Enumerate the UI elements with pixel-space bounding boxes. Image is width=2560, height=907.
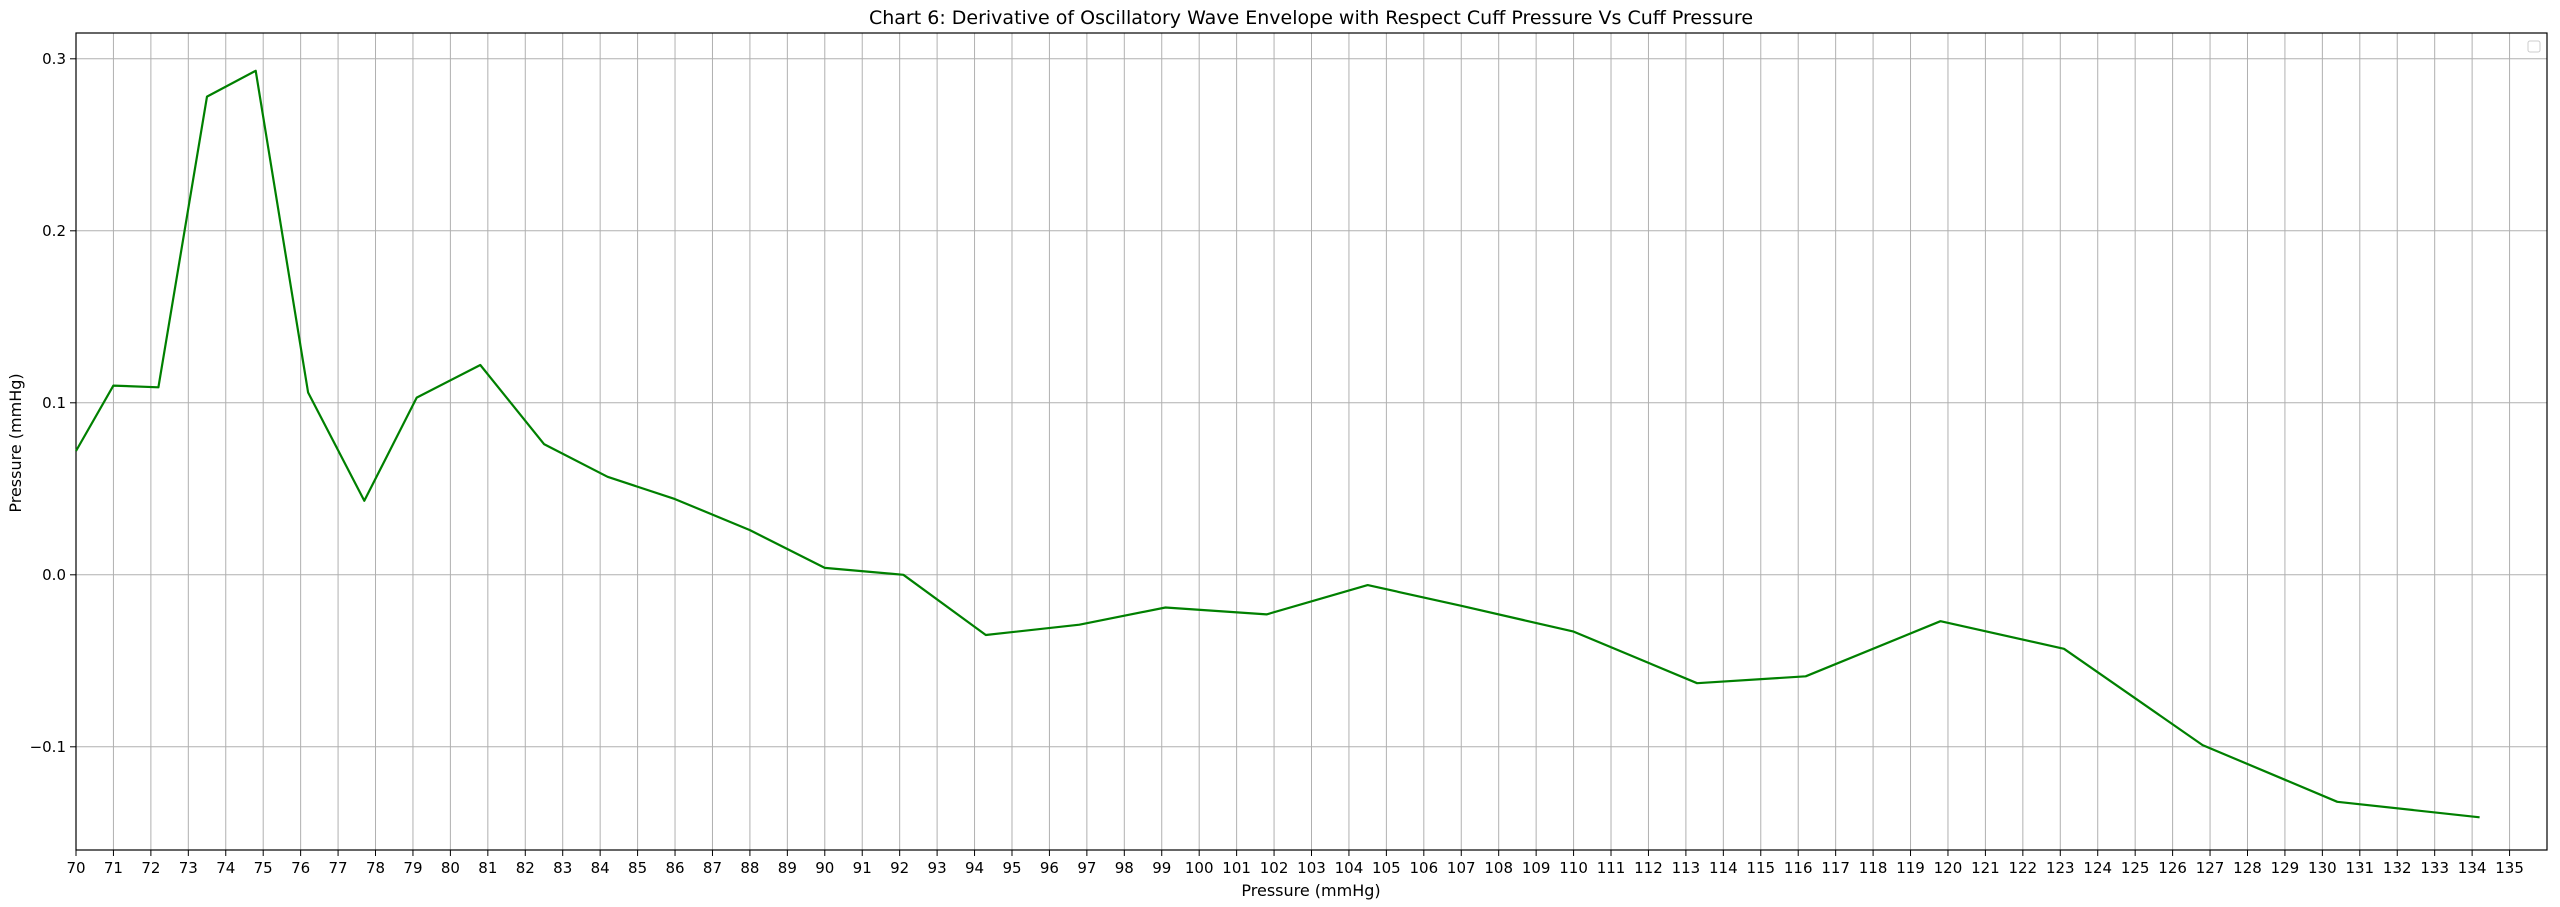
- x-tick-label: 111: [1597, 859, 1626, 877]
- axis-ticks: 70 71 72 73 74 75 76 77 78 79 80 81 82 83 84 85 86 87 88 89…: [30, 50, 2524, 877]
- x-tick-label: 124: [2083, 859, 2112, 877]
- chart-title: Chart 6: Derivative of Oscillatory Wave …: [869, 7, 1753, 29]
- x-tick-label: 92: [890, 859, 909, 877]
- x-tick-label: 97: [1077, 859, 1096, 877]
- x-tick-label: 114: [1709, 859, 1738, 877]
- x-tick-label: 130: [2308, 859, 2337, 877]
- x-tick-label: 116: [1784, 859, 1813, 877]
- x-tick-label: 81: [478, 859, 497, 877]
- x-tick-label: 72: [141, 859, 160, 877]
- x-tick-label: 91: [853, 859, 872, 877]
- x-tick-label: 127: [2196, 859, 2225, 877]
- x-tick-label: 90: [815, 859, 834, 877]
- x-tick-label: 120: [1934, 859, 1963, 877]
- y-tick-label: 0.3: [42, 50, 66, 68]
- x-tick-label: 78: [366, 859, 385, 877]
- x-tick-label: 109: [1522, 859, 1551, 877]
- x-tick-label: 93: [928, 859, 947, 877]
- x-tick-label: 79: [403, 859, 422, 877]
- x-tick-label: 112: [1634, 859, 1663, 877]
- x-tick-label: 104: [1335, 859, 1364, 877]
- grid-lines: [75, 33, 2547, 850]
- x-tick-label: 95: [1002, 859, 1021, 877]
- x-tick-label: 113: [1672, 859, 1701, 877]
- legend-box: [2527, 40, 2541, 53]
- x-tick-label: 134: [2458, 859, 2487, 877]
- x-tick-label: 85: [628, 859, 647, 877]
- x-tick-label: 89: [778, 859, 797, 877]
- x-tick-label: 86: [665, 859, 684, 877]
- x-tick-label: 129: [2271, 859, 2300, 877]
- x-tick-label: 115: [1746, 859, 1775, 877]
- x-tick-label: 122: [2009, 859, 2038, 877]
- x-tick-label: 132: [2383, 859, 2412, 877]
- y-tick-label: 0.0: [42, 566, 66, 584]
- x-tick-label: 88: [740, 859, 759, 877]
- x-tick-label: 118: [1859, 859, 1888, 877]
- x-tick-label: 117: [1821, 859, 1850, 877]
- x-tick-label: 70: [66, 859, 85, 877]
- x-tick-label: 110: [1559, 859, 1588, 877]
- y-tick-label: −0.1: [30, 738, 66, 756]
- x-tick-label: 94: [965, 859, 984, 877]
- series-layer: [75, 69, 2480, 819]
- x-tick-label: 126: [2158, 859, 2187, 877]
- x-tick-label: 71: [104, 859, 123, 877]
- x-tick-label: 76: [291, 859, 310, 877]
- x-tick-label: 82: [516, 859, 535, 877]
- y-tick-label: 0.1: [42, 394, 66, 412]
- x-tick-label: 135: [2495, 859, 2524, 877]
- x-tick-label: 73: [179, 859, 198, 877]
- x-tick-label: 108: [1484, 859, 1513, 877]
- x-tick-label: 75: [254, 859, 273, 877]
- y-tick-label: 0.2: [42, 222, 66, 240]
- x-tick-label: 107: [1447, 859, 1476, 877]
- x-tick-label: 123: [2046, 859, 2075, 877]
- x-tick-label: 131: [2345, 859, 2374, 877]
- x-tick-label: 105: [1372, 859, 1401, 877]
- x-tick-label: 125: [2121, 859, 2150, 877]
- x-tick-label: 102: [1260, 859, 1289, 877]
- x-tick-label: 87: [703, 859, 722, 877]
- x-axis-label: Pressure (mmHg): [1241, 881, 1380, 900]
- x-tick-label: 133: [2420, 859, 2449, 877]
- x-tick-label: 83: [553, 859, 572, 877]
- x-tick-label: 74: [216, 859, 235, 877]
- series-line: [75, 69, 2480, 819]
- x-tick-label: 100: [1185, 859, 1214, 877]
- x-tick-label: 98: [1115, 859, 1134, 877]
- x-tick-label: 80: [441, 859, 460, 877]
- x-tick-label: 121: [1971, 859, 2000, 877]
- x-tick-label: 96: [1040, 859, 1059, 877]
- x-tick-label: 103: [1297, 859, 1326, 877]
- x-tick-label: 84: [591, 859, 610, 877]
- x-tick-label: 128: [2233, 859, 2262, 877]
- x-tick-label: 99: [1152, 859, 1171, 877]
- x-tick-label: 101: [1222, 859, 1251, 877]
- x-tick-label: 106: [1409, 859, 1438, 877]
- x-tick-label: 119: [1896, 859, 1925, 877]
- x-tick-label: 77: [329, 859, 348, 877]
- y-axis-label: Pressure (mmHg): [6, 373, 25, 512]
